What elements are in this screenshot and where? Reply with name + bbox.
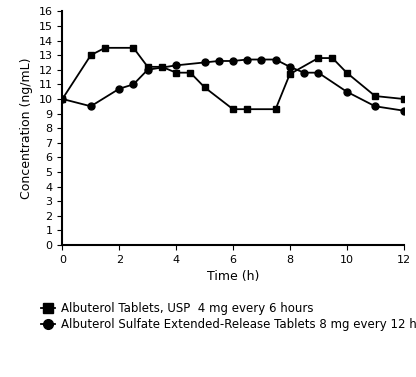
X-axis label: Time (h): Time (h) (207, 270, 259, 284)
Legend: Albuterol Tablets, USP  4 mg every 6 hours, Albuterol Sulfate Extended-Release T: Albuterol Tablets, USP 4 mg every 6 hour… (41, 302, 416, 331)
Y-axis label: Concentration (ng/mL): Concentration (ng/mL) (20, 57, 33, 199)
